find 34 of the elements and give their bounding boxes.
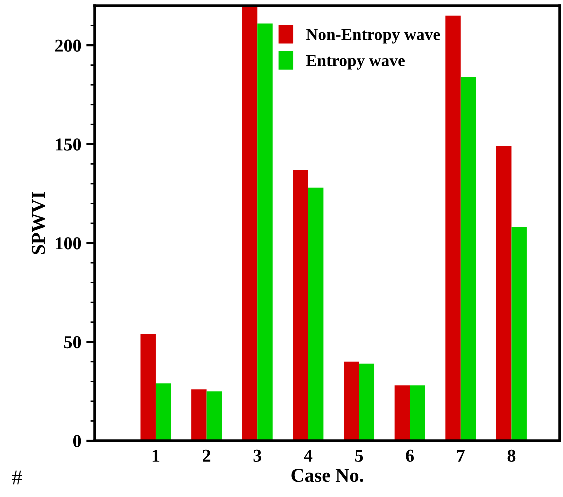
legend-label: Entropy wave [306,55,405,70]
x-tick-label: 5 [355,450,364,462]
bar [192,390,207,441]
x-tick-label: 1 [152,450,160,462]
bar [206,392,222,441]
x-tick-label: 7 [457,450,465,462]
bar [446,16,461,441]
bar [308,188,324,441]
bar [156,384,172,441]
x-tick-label: 8 [508,450,516,462]
bar [140,334,156,441]
y-tick-label: 50 [64,336,82,349]
y-tick-label: 0 [73,435,82,448]
bar [344,362,360,441]
bar [258,24,273,441]
bar [242,6,258,441]
y-tick-label: 200 [55,40,82,52]
x-tick-label: 4 [304,450,313,462]
y-tick-label: 100 [56,238,82,250]
bar [512,227,527,441]
x-tick-label: 6 [406,450,414,462]
bar [293,170,308,441]
bar [460,77,476,441]
bar [496,146,512,441]
bar [410,386,426,441]
bar [394,386,410,441]
y-axis-title: SPWVI [32,192,46,254]
bar [359,364,375,441]
text: # [12,470,22,485]
x-axis-title: Case No. [292,469,364,482]
x-tick-label: 3 [254,450,262,462]
x-tick-label: 2 [203,450,211,462]
y-tick-label: 150 [56,138,82,151]
legend-label: Non-Entropy wave [306,29,440,44]
